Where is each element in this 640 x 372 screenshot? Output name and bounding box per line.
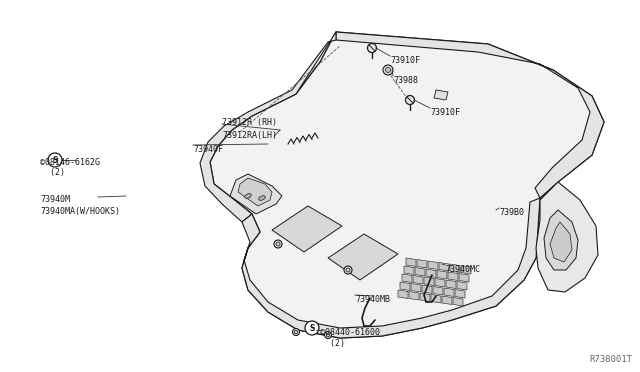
Polygon shape xyxy=(448,272,458,280)
Polygon shape xyxy=(328,234,398,280)
Circle shape xyxy=(346,268,350,272)
Polygon shape xyxy=(437,270,447,279)
Polygon shape xyxy=(442,296,452,305)
Polygon shape xyxy=(550,222,572,262)
Polygon shape xyxy=(411,283,421,292)
Polygon shape xyxy=(404,266,414,275)
Ellipse shape xyxy=(244,194,252,198)
Text: 73910F: 73910F xyxy=(390,56,420,65)
Polygon shape xyxy=(544,210,578,270)
Circle shape xyxy=(276,242,280,246)
Polygon shape xyxy=(428,261,438,269)
Polygon shape xyxy=(444,288,454,296)
Polygon shape xyxy=(230,174,282,214)
Text: S: S xyxy=(309,324,315,333)
Text: 73940M: 73940M xyxy=(40,195,70,204)
Polygon shape xyxy=(439,263,449,271)
Polygon shape xyxy=(457,282,467,290)
Polygon shape xyxy=(422,285,432,294)
Circle shape xyxy=(326,333,330,337)
Text: ©08440-61600: ©08440-61600 xyxy=(320,328,380,337)
Polygon shape xyxy=(433,286,443,295)
Polygon shape xyxy=(536,182,598,292)
Circle shape xyxy=(383,65,393,75)
Polygon shape xyxy=(461,266,471,274)
Polygon shape xyxy=(434,90,448,100)
Text: S: S xyxy=(52,156,58,165)
Circle shape xyxy=(324,331,332,339)
Polygon shape xyxy=(426,269,436,278)
Text: 739B0: 739B0 xyxy=(499,208,524,217)
Text: R738001T: R738001T xyxy=(589,355,632,364)
Ellipse shape xyxy=(259,196,266,201)
Polygon shape xyxy=(435,279,445,287)
Circle shape xyxy=(406,96,415,105)
Polygon shape xyxy=(200,32,336,222)
Circle shape xyxy=(294,330,298,334)
Circle shape xyxy=(274,240,282,248)
Text: 73912RA(LH): 73912RA(LH) xyxy=(222,131,277,140)
Polygon shape xyxy=(272,206,342,252)
Circle shape xyxy=(48,153,62,167)
Polygon shape xyxy=(210,32,604,338)
Polygon shape xyxy=(238,178,272,206)
Text: 73940F: 73940F xyxy=(193,145,223,154)
Polygon shape xyxy=(242,198,540,338)
Polygon shape xyxy=(453,298,463,306)
Text: 73940MB: 73940MB xyxy=(355,295,390,304)
Polygon shape xyxy=(400,282,410,291)
Circle shape xyxy=(292,328,300,336)
Text: 73912R (RH): 73912R (RH) xyxy=(222,118,277,127)
Polygon shape xyxy=(336,32,604,198)
Text: ©08146-6162G: ©08146-6162G xyxy=(40,158,100,167)
Text: 73940MC: 73940MC xyxy=(445,265,480,274)
Polygon shape xyxy=(415,267,425,276)
Text: 73988: 73988 xyxy=(393,76,418,85)
Text: 73910F: 73910F xyxy=(430,108,460,117)
Circle shape xyxy=(385,67,390,73)
Polygon shape xyxy=(459,273,469,282)
Polygon shape xyxy=(417,260,427,268)
Polygon shape xyxy=(402,274,412,282)
Polygon shape xyxy=(431,295,441,303)
Circle shape xyxy=(367,44,376,52)
Polygon shape xyxy=(420,293,430,301)
Polygon shape xyxy=(446,280,456,289)
Polygon shape xyxy=(406,258,416,266)
Text: (2): (2) xyxy=(320,339,345,348)
Circle shape xyxy=(305,321,319,335)
Polygon shape xyxy=(398,290,408,298)
Text: 73940MA(W/HOOKS): 73940MA(W/HOOKS) xyxy=(40,207,120,216)
Text: (2): (2) xyxy=(40,168,65,177)
Polygon shape xyxy=(424,277,434,285)
Polygon shape xyxy=(450,264,460,273)
Circle shape xyxy=(344,266,352,274)
Polygon shape xyxy=(413,276,423,284)
Polygon shape xyxy=(455,289,465,298)
Polygon shape xyxy=(409,292,419,300)
